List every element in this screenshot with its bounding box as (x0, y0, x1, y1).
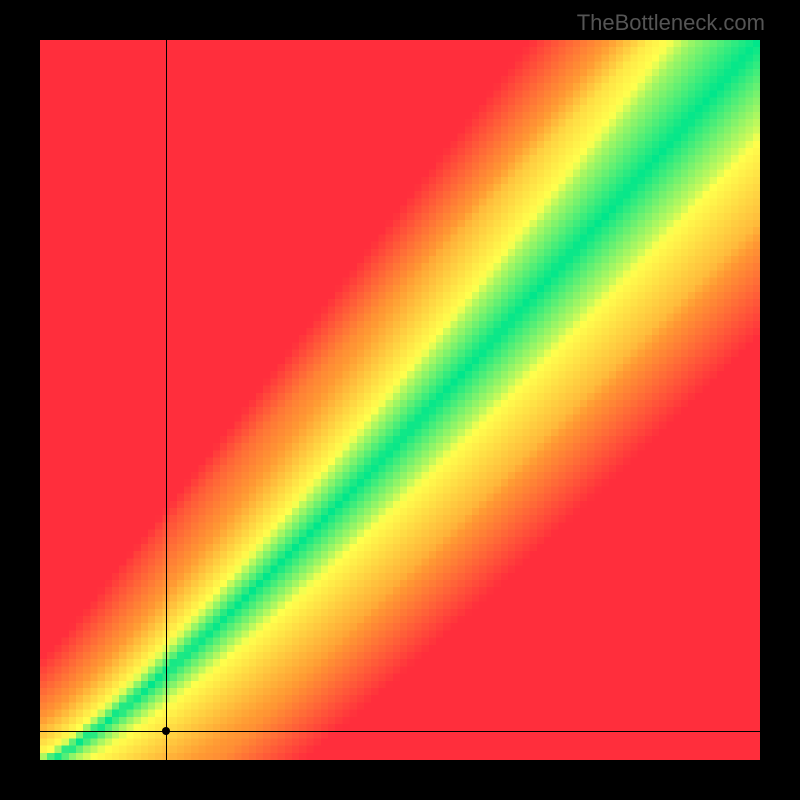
heatmap-canvas (40, 40, 760, 760)
watermark-text: TheBottleneck.com (577, 10, 765, 36)
heatmap-plot (40, 40, 760, 760)
crosshair-horizontal (40, 731, 760, 732)
marker-dot (162, 727, 170, 735)
crosshair-vertical (166, 40, 167, 760)
